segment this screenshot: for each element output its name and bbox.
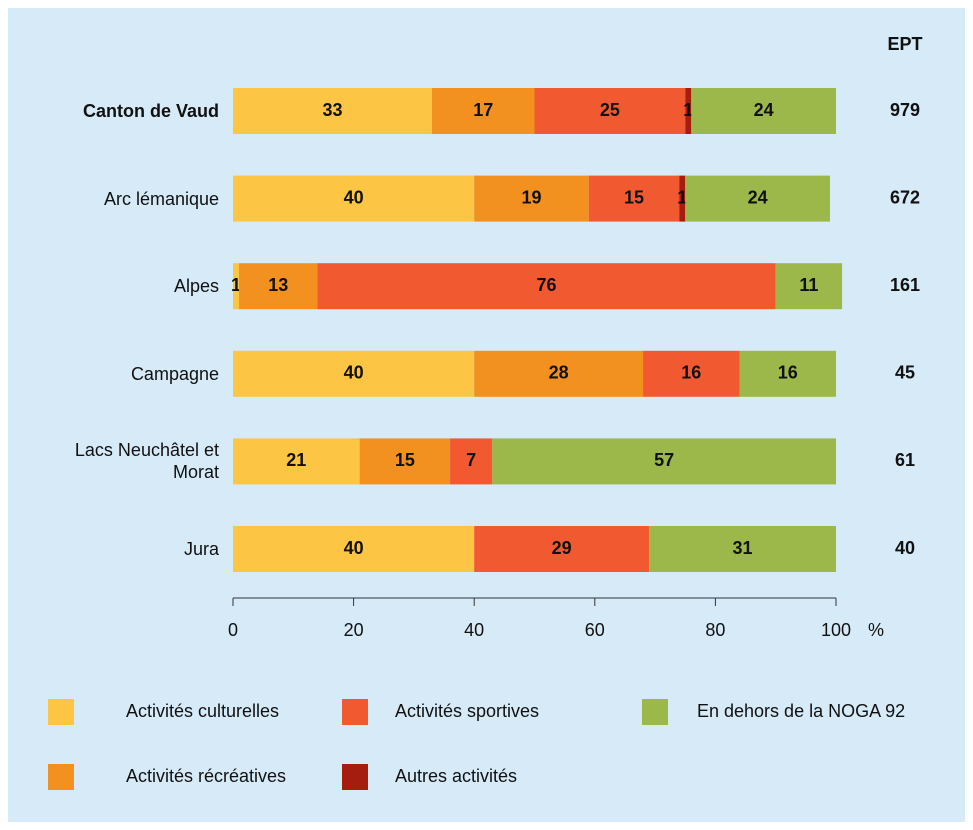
ept-value: 40 xyxy=(895,538,915,558)
value-label: 11 xyxy=(799,275,818,295)
legend-swatch xyxy=(642,699,668,725)
category-label: Campagne xyxy=(130,363,219,384)
bar-segment xyxy=(649,526,836,572)
value-label: 40 xyxy=(344,363,364,383)
legend-label: Activités culturelles xyxy=(126,701,279,721)
x-tick-label: 60 xyxy=(585,620,605,640)
value-label: 13 xyxy=(268,275,288,295)
bar-segment xyxy=(679,175,686,222)
value-label: 40 xyxy=(344,187,364,207)
bar-segment xyxy=(739,350,836,397)
legend-swatch xyxy=(342,699,368,725)
legend-label: En dehors de la NOGA 92 xyxy=(697,701,905,721)
bar-segment xyxy=(233,263,240,310)
bar-segment xyxy=(474,350,644,397)
ept-value: 61 xyxy=(895,450,915,470)
category-label: Arc lémanique xyxy=(103,188,219,209)
value-label: 40 xyxy=(344,538,364,558)
bar-segment xyxy=(492,438,836,485)
value-label: 1 xyxy=(231,275,241,295)
value-label: 1 xyxy=(683,100,693,120)
value-label: 57 xyxy=(654,450,674,470)
value-label: 25 xyxy=(600,100,620,120)
value-label: 28 xyxy=(549,363,569,383)
x-unit: % xyxy=(868,620,884,640)
value-label: 17 xyxy=(473,100,493,120)
x-tick-label: 0 xyxy=(228,620,238,640)
category-label: Jura xyxy=(183,539,219,559)
value-label: 33 xyxy=(322,100,342,120)
legend-label: Autres activités xyxy=(395,766,517,786)
bar-segment xyxy=(691,88,836,134)
bar-segment xyxy=(474,175,589,222)
legend-label: Activités récréatives xyxy=(126,766,286,786)
bar-segment xyxy=(474,526,650,572)
ept-value: 45 xyxy=(895,363,915,383)
x-tick-label: 40 xyxy=(464,620,484,640)
value-label: 29 xyxy=(552,538,572,558)
value-label: 76 xyxy=(537,275,557,295)
background xyxy=(8,8,965,822)
x-tick-label: 80 xyxy=(705,620,725,640)
legend-swatch xyxy=(342,764,368,790)
ept-value: 161 xyxy=(890,275,920,295)
ept-value: 979 xyxy=(890,100,920,120)
legend-label: Activités sportives xyxy=(395,701,539,721)
bar-segment xyxy=(588,175,680,222)
value-label: 24 xyxy=(754,100,774,120)
value-label: 31 xyxy=(733,538,753,558)
value-label: 15 xyxy=(624,187,644,207)
bar-segment xyxy=(431,88,535,134)
ept-header: EPT xyxy=(887,34,922,54)
value-label: 16 xyxy=(681,363,701,383)
bar-segment xyxy=(233,438,360,485)
category-label: Canton de Vaud xyxy=(82,101,219,121)
value-label: 21 xyxy=(286,450,306,470)
value-label: 19 xyxy=(521,187,541,207)
bar-segment xyxy=(359,438,451,485)
category-label: Lacs Neuchâtel et Morat xyxy=(74,440,219,483)
x-tick-label: 20 xyxy=(344,620,364,640)
value-label: 7 xyxy=(466,450,476,470)
value-label: 24 xyxy=(748,187,768,207)
bar-segment xyxy=(534,88,686,134)
bar-segment xyxy=(317,263,776,310)
bar-segment xyxy=(643,350,740,397)
bar-segment xyxy=(685,175,830,222)
bar-segment xyxy=(233,526,475,572)
value-label: 1 xyxy=(677,187,687,207)
ept-value: 672 xyxy=(890,187,920,207)
bar-segment xyxy=(239,263,318,310)
category-label: Alpes xyxy=(173,276,219,297)
bar-segment xyxy=(450,438,493,485)
legend-swatch xyxy=(48,699,74,725)
bar-segment xyxy=(775,263,843,310)
bar-segment xyxy=(685,88,692,134)
bar-segment xyxy=(233,88,432,134)
bar-segment xyxy=(233,175,475,222)
x-tick-label: 100 xyxy=(821,620,851,640)
bar-segment xyxy=(233,350,475,397)
value-label: 16 xyxy=(778,363,798,383)
value-label: 15 xyxy=(395,450,415,470)
legend-swatch xyxy=(48,764,74,790)
